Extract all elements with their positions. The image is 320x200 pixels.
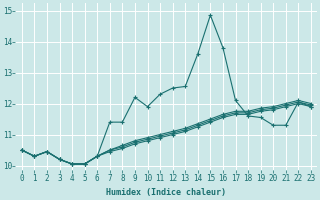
X-axis label: Humidex (Indice chaleur): Humidex (Indice chaleur) [106,188,226,197]
